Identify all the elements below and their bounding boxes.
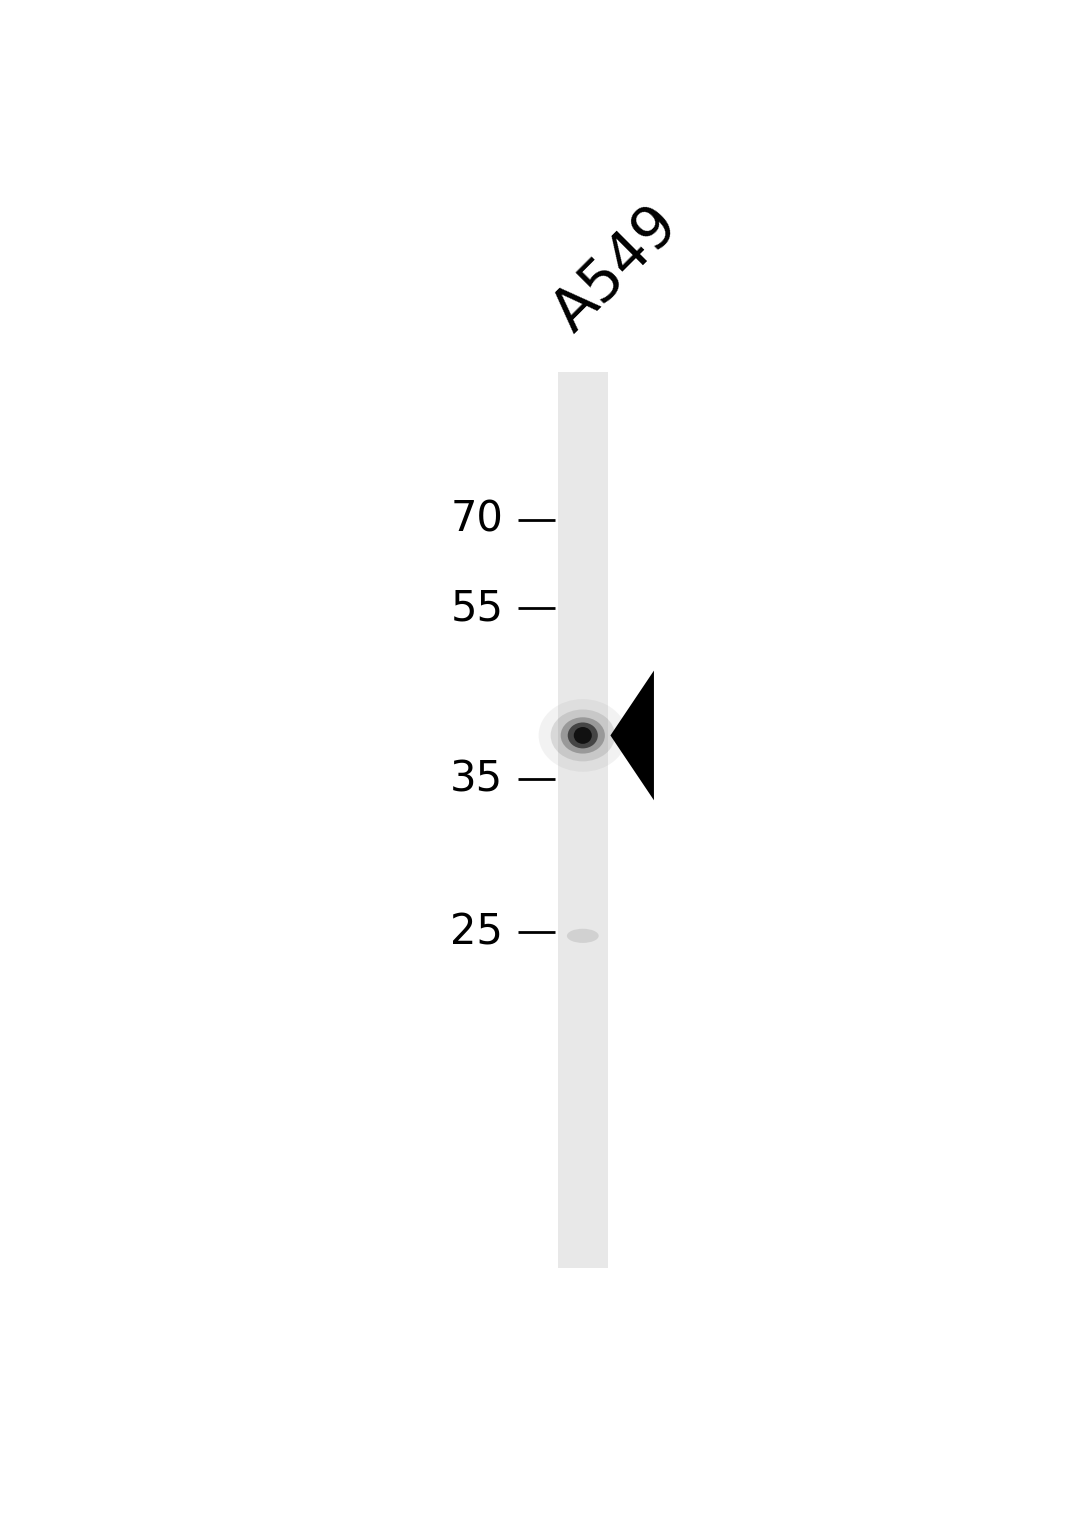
Bar [557,372,608,1268]
Ellipse shape [568,723,598,749]
Ellipse shape [567,929,598,943]
Text: 35: 35 [450,758,503,801]
Text: 55: 55 [450,586,503,629]
Text: 25: 25 [450,911,503,954]
Ellipse shape [551,709,615,761]
Ellipse shape [561,718,605,753]
Ellipse shape [573,727,592,744]
Polygon shape [610,671,653,801]
Text: A549: A549 [542,196,690,343]
Ellipse shape [539,700,627,772]
Text: 70: 70 [450,499,503,540]
